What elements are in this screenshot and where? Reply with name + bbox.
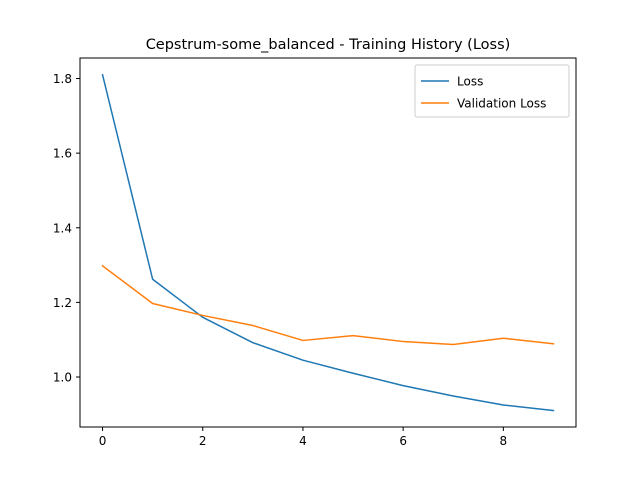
legend-box [414, 64, 570, 118]
legend-label-validation-loss: Validation Loss [457, 97, 546, 111]
x-tick-label: 0 [99, 434, 107, 448]
y-tick-label: 1.8 [53, 72, 72, 86]
chart-title: Cepstrum-some_balanced - Training Histor… [146, 37, 511, 53]
x-axis: 0 2 4 6 8 [99, 427, 507, 448]
y-tick-label: 1.6 [53, 147, 72, 161]
loss-series-line [101, 73, 555, 412]
x-tick-label: 4 [299, 434, 307, 448]
y-tick-label: 1.2 [53, 296, 72, 310]
x-tick-label: 2 [199, 434, 207, 448]
y-tick-label: 1.4 [53, 221, 72, 235]
legend-label-loss: Loss [457, 75, 483, 89]
plot-area [79, 57, 577, 428]
x-tick-label: 8 [500, 434, 508, 448]
series-lines [101, 73, 555, 412]
y-tick-label: 1.0 [53, 371, 72, 385]
legend: Loss Validation Loss [414, 64, 570, 118]
x-tick-label: 6 [399, 434, 407, 448]
validation-loss-series-line [101, 264, 555, 346]
y-axis: 1.0 1.2 1.4 1.6 1.8 [53, 72, 80, 385]
